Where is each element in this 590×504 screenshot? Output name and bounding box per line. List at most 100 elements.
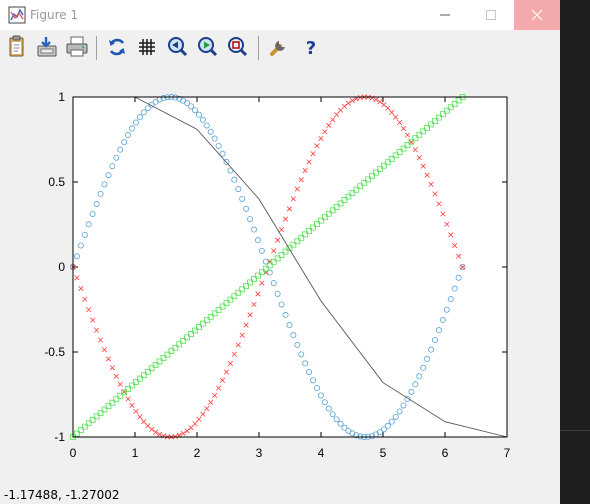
- close-icon: [531, 9, 543, 21]
- data-point: [345, 100, 352, 106]
- x-tick-label: 0: [70, 446, 77, 460]
- series-1: [70, 94, 466, 440]
- data-point: [125, 386, 131, 392]
- grid-icon[interactable]: [134, 34, 160, 60]
- autoscale-icon[interactable]: [224, 34, 250, 60]
- data-point: [404, 142, 411, 148]
- data-point: [404, 395, 411, 402]
- data-point: [82, 296, 88, 302]
- data-point: [243, 282, 250, 289]
- data-point: [412, 147, 418, 153]
- data-point: [428, 181, 434, 187]
- plot-area[interactable]: 0 1 2 3 4 5 6 7 1 0.5 0 -0.5 -1: [0, 66, 560, 476]
- data-point: [275, 237, 281, 243]
- data-point: [196, 324, 202, 331]
- data-point: [211, 310, 218, 317]
- data-point: [416, 131, 423, 138]
- data-point: [235, 289, 242, 296]
- data-point: [424, 172, 430, 178]
- zoom-next-icon[interactable]: [194, 34, 220, 60]
- export-icon[interactable]: [34, 34, 60, 60]
- print-icon[interactable]: [64, 34, 90, 60]
- data-point: [219, 150, 226, 157]
- data-point: [133, 408, 139, 415]
- data-point: [396, 149, 403, 155]
- data-point: [153, 429, 159, 435]
- replot-icon[interactable]: [104, 34, 130, 60]
- data-point: [243, 205, 250, 212]
- data-point: [353, 186, 360, 193]
- data-point: [243, 322, 249, 328]
- data-point: [247, 279, 253, 286]
- data-point: [109, 163, 116, 170]
- data-point: [384, 422, 391, 429]
- data-point: [90, 317, 96, 323]
- data-point: [184, 428, 190, 434]
- data-point: [144, 105, 151, 112]
- data-point: [388, 155, 395, 162]
- data-point: [392, 413, 399, 420]
- y-tick-label: 0: [58, 260, 65, 274]
- data-point: [302, 168, 308, 174]
- data-point: [278, 301, 285, 308]
- data-point: [149, 426, 155, 432]
- background-desktop: [560, 0, 590, 504]
- data-point: [365, 176, 372, 183]
- data-point: [361, 179, 368, 186]
- data-point: [377, 99, 383, 105]
- data-point: [258, 247, 265, 254]
- data-point: [125, 132, 132, 139]
- data-point: [101, 181, 108, 188]
- data-point: [439, 317, 446, 324]
- data-point: [325, 405, 332, 412]
- data-point: [420, 364, 427, 371]
- data-point: [404, 132, 411, 138]
- data-point: [184, 100, 191, 107]
- data-point: [140, 372, 147, 379]
- data-point: [420, 163, 426, 169]
- data-point: [117, 381, 123, 387]
- data-point: [290, 332, 297, 339]
- data-point: [424, 125, 431, 131]
- data-point: [227, 167, 234, 174]
- data-point: [223, 300, 230, 306]
- data-point: [373, 97, 379, 103]
- data-point: [89, 210, 96, 217]
- data-point: [451, 285, 458, 292]
- data-point: [176, 95, 183, 102]
- data-point: [397, 119, 403, 126]
- data-point: [192, 327, 198, 334]
- data-point: [428, 346, 435, 353]
- options-icon[interactable]: [266, 34, 292, 60]
- data-point: [337, 107, 344, 113]
- data-point: [451, 100, 458, 107]
- data-point: [318, 217, 324, 224]
- close-button[interactable]: [514, 0, 560, 30]
- help-icon[interactable]: ?: [298, 34, 324, 60]
- data-point: [376, 429, 383, 436]
- data-point: [298, 351, 305, 358]
- data-point: [160, 95, 167, 102]
- series-line: [134, 96, 508, 438]
- data-point: [121, 389, 128, 396]
- copy-icon[interactable]: [4, 34, 30, 60]
- data-point: [254, 237, 261, 244]
- data-point: [191, 107, 198, 114]
- maximize-button[interactable]: [468, 0, 514, 30]
- title-bar[interactable]: Figure 1: [0, 0, 560, 30]
- data-point: [203, 122, 210, 129]
- data-point: [117, 392, 124, 399]
- data-point: [428, 121, 434, 128]
- minimize-button[interactable]: [422, 0, 468, 30]
- data-point: [192, 421, 198, 427]
- data-point: [223, 369, 230, 375]
- data-point: [384, 159, 391, 166]
- axes-background: [73, 97, 507, 437]
- data-point: [459, 263, 466, 270]
- zoom-previous-icon[interactable]: [164, 34, 190, 60]
- x-tick-label: 7: [504, 446, 511, 460]
- data-point: [400, 145, 407, 152]
- data-point: [94, 327, 100, 333]
- data-point: [77, 427, 84, 434]
- data-point: [203, 317, 210, 324]
